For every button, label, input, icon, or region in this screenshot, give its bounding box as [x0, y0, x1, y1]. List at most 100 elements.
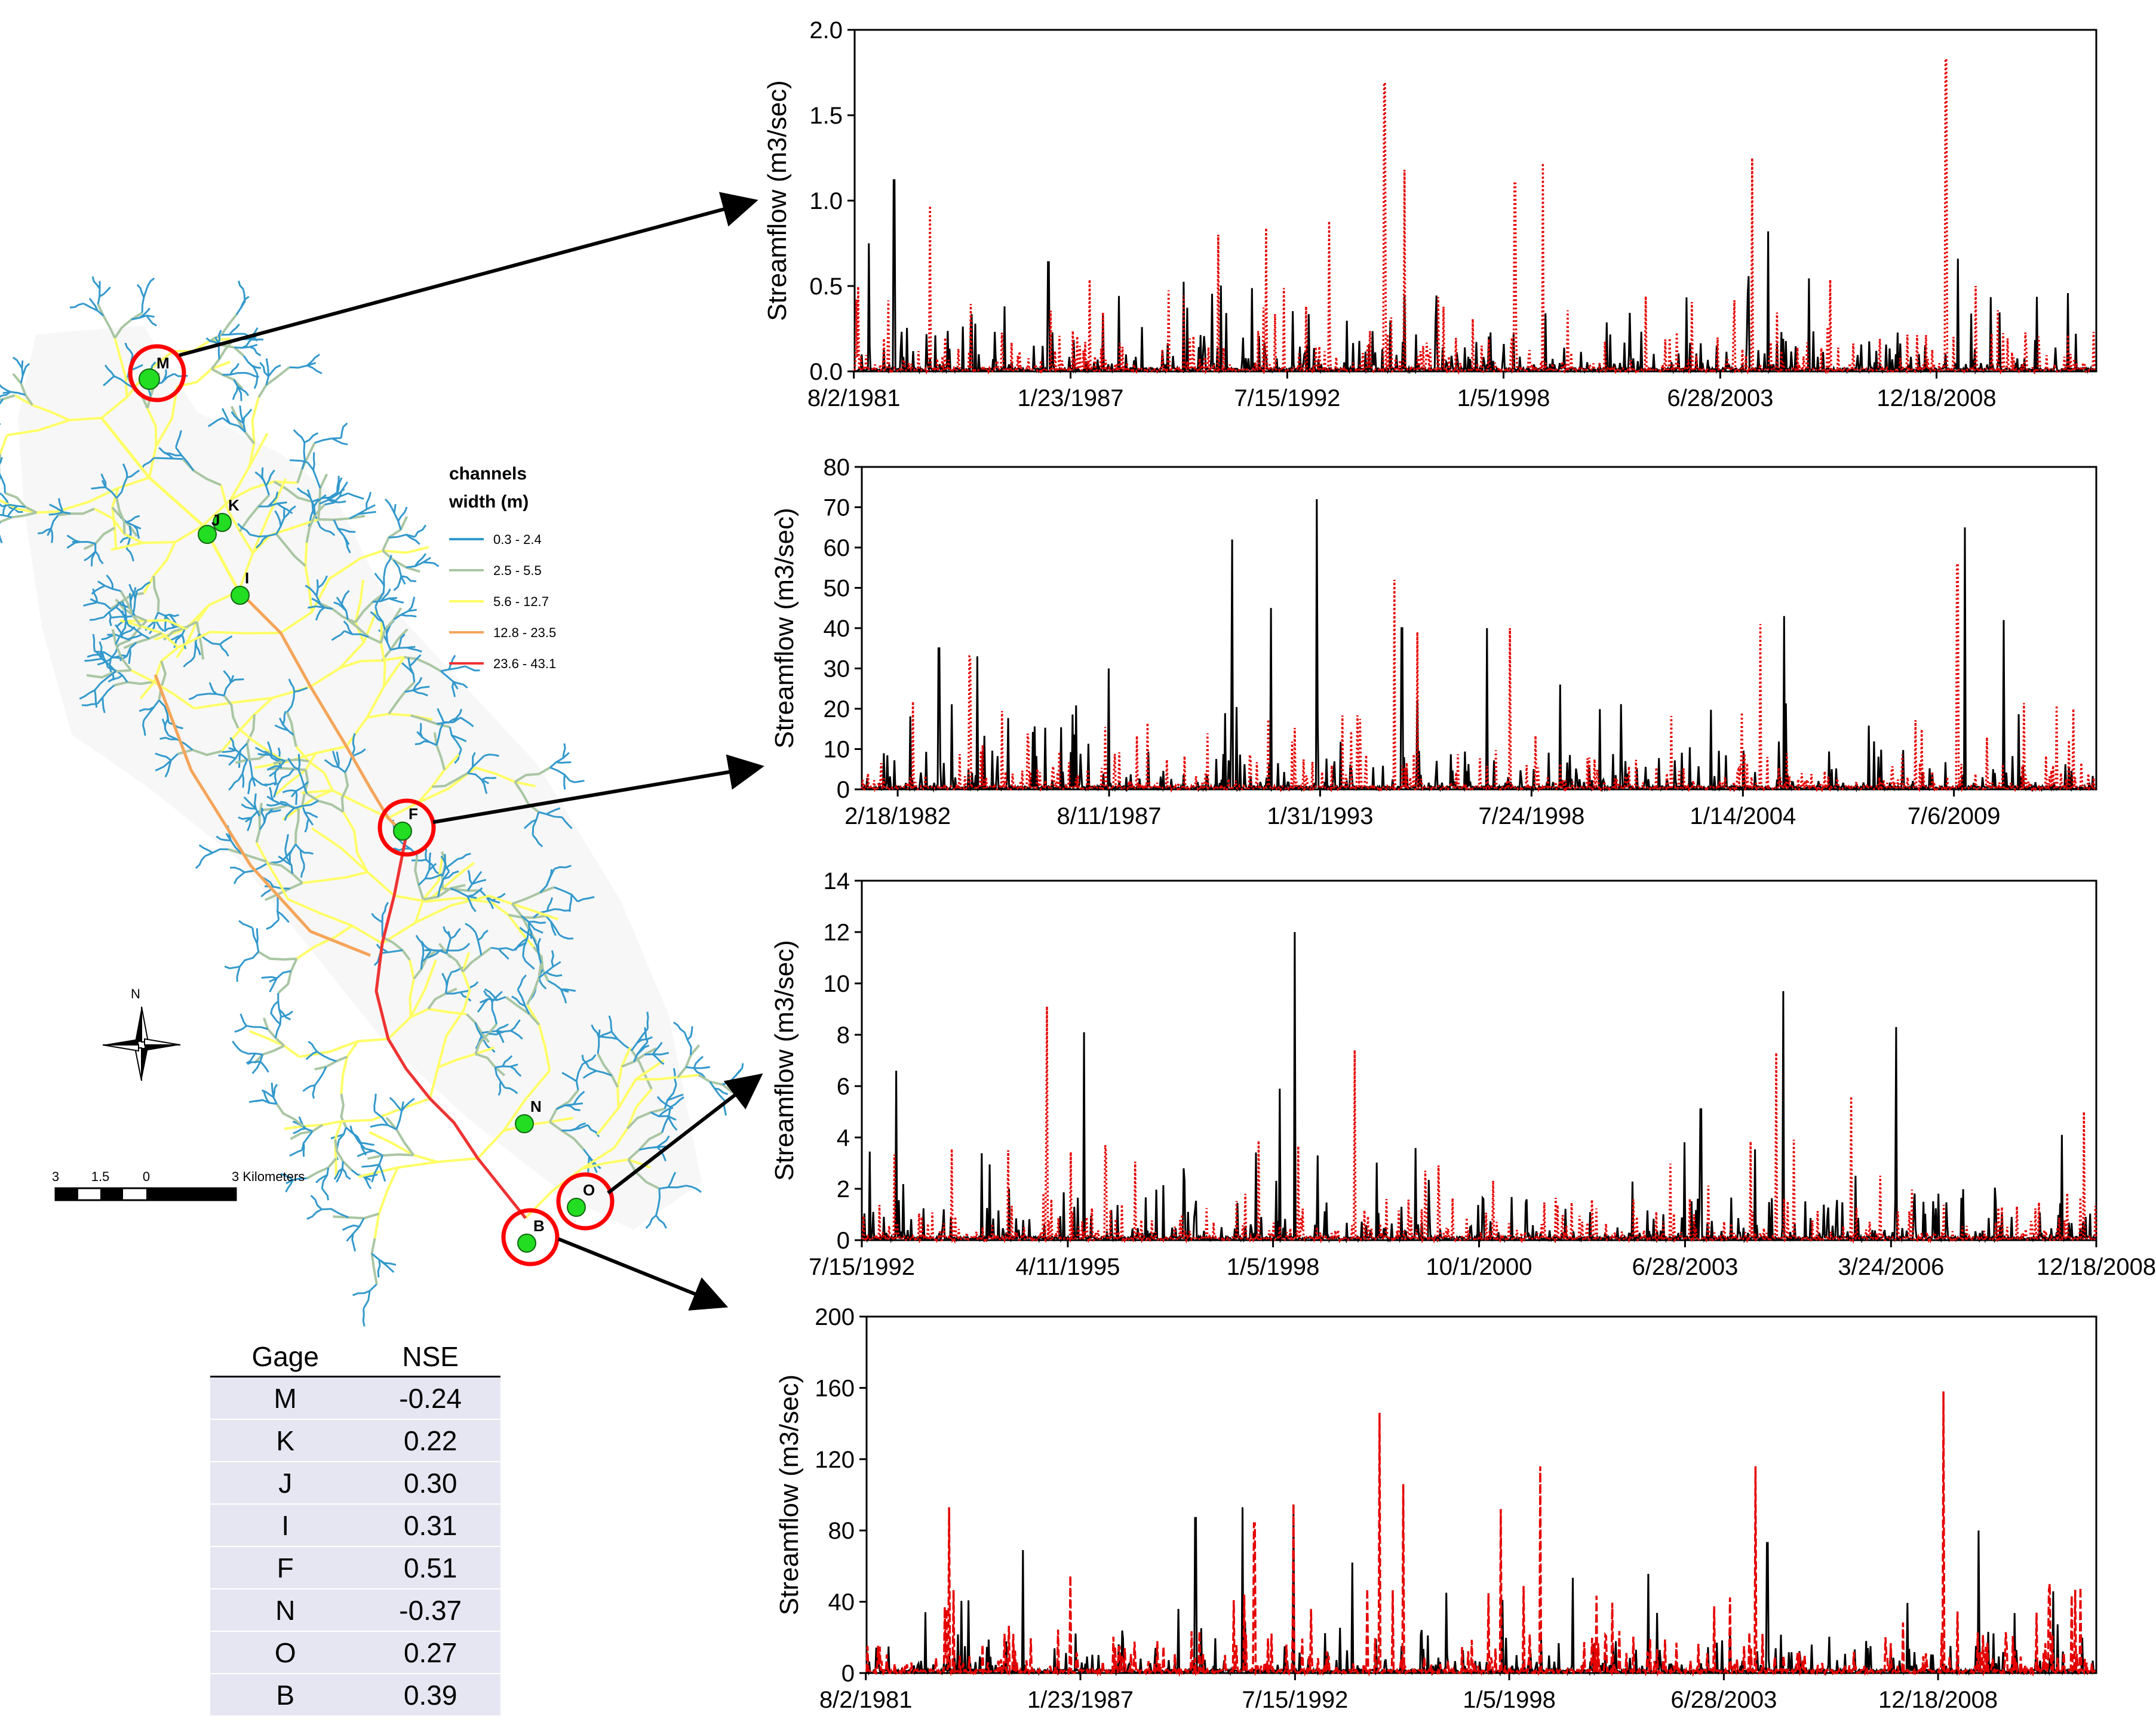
y-tick-label: 0.5	[809, 273, 843, 300]
channel-network	[0, 276, 745, 1327]
table-row: K 0.22	[210, 1419, 500, 1462]
watershed-map: M K J I F N O B	[0, 192, 764, 1327]
highlight-circle-F	[377, 798, 436, 857]
y-tick-label: 70	[824, 495, 850, 521]
channel-legend: channels width (m) 0.3 - 2.4 2.5 - 5.5 5…	[449, 464, 556, 671]
table-row: B 0.39	[210, 1674, 500, 1717]
y-axis-label: Streamflow (m3/sec)	[770, 508, 799, 748]
header-gage: Gage	[210, 1337, 361, 1377]
y-tick-label: 0	[837, 777, 850, 803]
x-tick-label: 1/5/1998	[1457, 385, 1550, 411]
arrow-to-chart-F	[432, 754, 764, 824]
y-axis-label: Streamflow (m3/sec)	[763, 80, 792, 321]
highlight-circle-O	[556, 1172, 615, 1231]
y-tick-label: 120	[815, 1447, 855, 1473]
x-tick-label: 1/23/1987	[1027, 1687, 1134, 1713]
cell-nse: 0.27	[360, 1631, 500, 1674]
y-tick-label: 80	[828, 1518, 855, 1544]
arrow-to-chart-B	[557, 1237, 729, 1311]
cell-nse: 0.51	[360, 1546, 500, 1589]
y-tick-label: 40	[824, 616, 850, 642]
x-tick-label: 6/28/2003	[1632, 1254, 1738, 1280]
cell-nse: -0.24	[360, 1376, 500, 1420]
y-tick-label: 10	[824, 737, 850, 763]
header-nse: NSE	[360, 1337, 500, 1377]
x-tick-label: 7/24/1998	[1478, 803, 1584, 829]
svg-text:0.3 - 2.4: 0.3 - 2.4	[493, 532, 542, 547]
svg-text:width (m): width (m)	[449, 492, 529, 512]
x-tick-label: 8/11/1987	[1057, 803, 1162, 829]
svg-text:3 Kilometers: 3 Kilometers	[232, 1169, 305, 1184]
x-tick-label: 1/31/1993	[1267, 803, 1373, 829]
y-tick-label: 0	[837, 1228, 850, 1254]
hydrograph-B: 0 40 80 120 160 200 8/2/1981 1/23/1987 7/15/1992…	[775, 1304, 2097, 1713]
y-axis-label: Streamflow (m3/sec)	[775, 1375, 804, 1615]
main-channel-upper	[238, 590, 407, 837]
svg-text:1.5: 1.5	[91, 1169, 110, 1184]
table-header-row: Gage NSE	[210, 1337, 500, 1377]
gage-O[interactable]: O	[567, 1181, 595, 1217]
y-tick-label: 200	[815, 1304, 855, 1330]
table-row: F 0.51	[210, 1546, 500, 1589]
plot-area	[861, 466, 2097, 791]
x-tick-label: 7/6/2009	[1908, 803, 2001, 829]
series-observed	[861, 499, 2097, 793]
upper-tributary	[100, 417, 241, 592]
hydrograph-M: 0.0 0.5 1.0 1.5 2.0 8/2/1981 1/23/1987 7/15/199…	[763, 17, 2097, 411]
x-tick-label: 12/18/2008	[1876, 385, 1996, 411]
gage-F[interactable]: F	[393, 805, 418, 841]
svg-text:O: O	[583, 1181, 595, 1199]
north-arrow: N	[102, 986, 181, 1081]
gage-M[interactable]: M	[139, 354, 170, 390]
y-tick-label: 0	[841, 1661, 855, 1687]
highlight-circle-M	[128, 344, 186, 402]
x-tick-label: 1/23/1987	[1018, 385, 1124, 411]
y-tick-label: 30	[824, 656, 850, 682]
x-tick-label: 1/14/2004	[1690, 803, 1796, 829]
cell-gage: I	[210, 1504, 361, 1547]
y-tick-label: 12	[824, 920, 850, 946]
cell-gage: K	[210, 1419, 361, 1462]
table-row: M -0.24	[210, 1376, 500, 1420]
gage-I[interactable]: I	[231, 569, 250, 605]
y-tick-label: 50	[824, 576, 850, 602]
x-tick-label: 7/15/1992	[1242, 1687, 1348, 1713]
gage-J[interactable]: J	[198, 511, 220, 544]
scale-bar: 3 1.5 0 3 Kilometers	[52, 1169, 305, 1201]
svg-text:N: N	[131, 986, 140, 1001]
y-tick-label: 1.5	[809, 103, 843, 129]
tributary-channel	[153, 674, 371, 957]
series-simulated	[861, 1006, 2097, 1244]
plot-area	[861, 880, 2097, 1241]
svg-text:N: N	[530, 1097, 542, 1115]
svg-text:B: B	[533, 1217, 545, 1235]
arrow-to-chart-M	[179, 192, 758, 357]
gage-N[interactable]: N	[515, 1097, 542, 1133]
svg-text:0: 0	[143, 1169, 150, 1184]
x-tick-label: 12/18/2008	[2037, 1254, 2156, 1280]
y-tick-label: 14	[824, 868, 850, 894]
x-tick-label: 4/11/1995	[1015, 1254, 1120, 1280]
cell-nse: 0.30	[360, 1462, 500, 1505]
svg-text:channels: channels	[449, 464, 527, 484]
y-axis-label: Streamflow (m3/sec)	[770, 940, 799, 1180]
y-tick-label: 4	[837, 1125, 850, 1151]
gage-B[interactable]: B	[517, 1217, 545, 1253]
y-tick-label: 8	[837, 1022, 850, 1048]
gage-K[interactable]: K	[213, 496, 239, 532]
y-tick-label: 60	[824, 535, 850, 561]
cell-gage: J	[210, 1462, 361, 1505]
table-row: I 0.31	[210, 1504, 500, 1547]
highlight-circle-B	[501, 1208, 560, 1266]
arrow-to-chart-O	[607, 1073, 763, 1195]
cell-gage: N	[210, 1589, 361, 1632]
series-simulated	[853, 57, 2097, 376]
svg-text:I: I	[245, 569, 249, 587]
y-tick-label: 1.0	[809, 188, 843, 214]
y-tick-label: 2	[837, 1176, 850, 1203]
x-tick-label: 6/28/2003	[1667, 385, 1773, 411]
series-simulated	[861, 562, 2097, 794]
y-tick-label: 80	[824, 454, 850, 481]
x-tick-label: 2/18/1982	[844, 803, 951, 829]
y-tick-label: 6	[837, 1074, 850, 1100]
